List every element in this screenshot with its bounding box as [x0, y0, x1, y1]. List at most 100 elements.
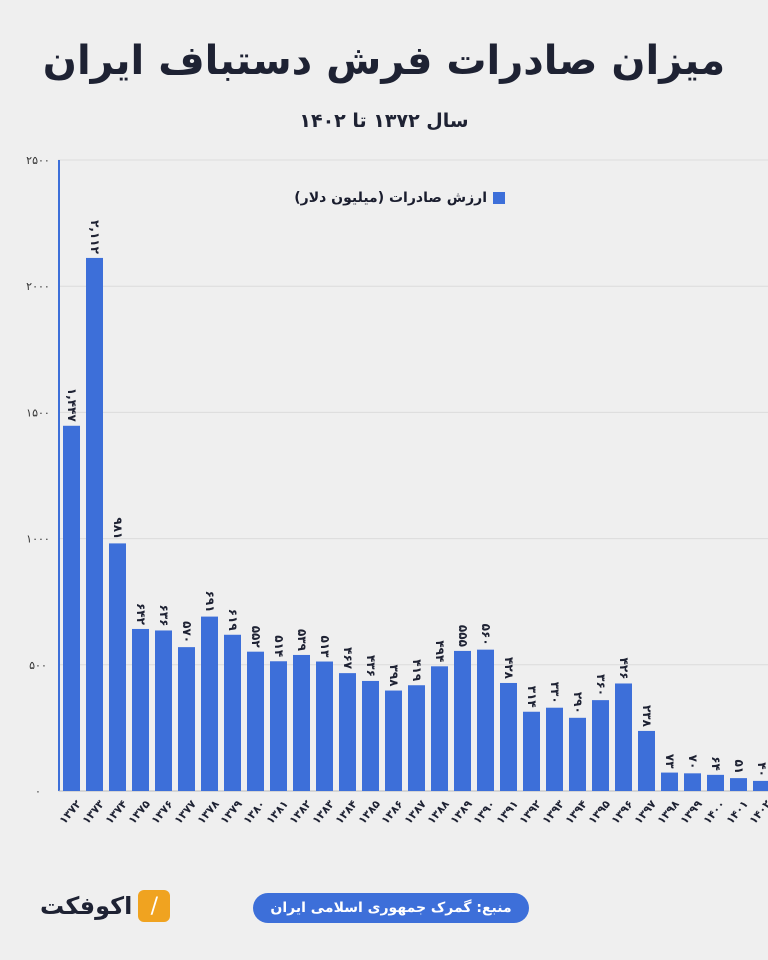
- data-label: ۴۳۶: [364, 655, 378, 677]
- x-tick-label: ۱۳۷۸: [195, 797, 222, 826]
- bar: [362, 680, 379, 791]
- bar: [109, 543, 126, 791]
- bar: [707, 774, 724, 791]
- bar: [201, 616, 218, 791]
- bar: [500, 682, 517, 791]
- data-label: ۶۴۲: [134, 603, 148, 626]
- x-tick-label: ۱۴۰۱: [724, 798, 751, 827]
- x-tick-label: ۱۳۸۶: [379, 798, 406, 827]
- bar: [730, 778, 747, 791]
- bar: [270, 661, 287, 791]
- x-tick-label: ۱۳۹۵: [586, 797, 613, 826]
- x-tick-label: ۱۳۹۳: [540, 797, 567, 826]
- x-tick-label: ۱۳۸۹: [448, 797, 475, 826]
- data-label: ۳۱۴: [525, 686, 539, 708]
- x-tick-label: ۱۳۸۴: [333, 797, 360, 826]
- bar: [316, 661, 333, 791]
- data-label: ۵۱۴: [272, 635, 286, 657]
- bar: [684, 773, 701, 791]
- data-label: ۲۹۰: [571, 692, 585, 714]
- data-label: ۵۵۲: [249, 626, 263, 649]
- x-tick-label: ۱۳۷۴: [103, 797, 130, 826]
- bar: [523, 711, 540, 791]
- logo: اکوفکت /: [40, 890, 171, 922]
- data-label: ۵۱: [732, 759, 746, 774]
- logo-text: اکوفکت: [40, 892, 133, 920]
- x-tick-label: ۱۳۸۲: [287, 797, 314, 826]
- bar: [178, 647, 195, 791]
- legend-label: ارزش صادرات (میلیون دلار): [294, 190, 487, 206]
- bar: [339, 673, 356, 791]
- bar: [615, 683, 632, 791]
- data-label: ۹۸۱: [111, 517, 125, 539]
- data-label: ۶۱۹: [226, 609, 240, 632]
- y-tick-label: ۰: [35, 785, 41, 798]
- data-label: ۴۶۷: [341, 647, 355, 670]
- bar: [63, 425, 80, 791]
- x-tick-label: ۱۳۹۶: [609, 798, 636, 827]
- bar: [224, 634, 241, 791]
- data-label: ۴۰: [755, 762, 768, 777]
- source-badge: منبع: گمرک جمهوری اسلامی ایران: [253, 893, 529, 923]
- bar: [661, 772, 678, 791]
- bar: [546, 707, 563, 791]
- bar: [638, 730, 655, 791]
- bar: [454, 650, 471, 791]
- data-label: ۳۳۰: [548, 682, 562, 704]
- data-label: ۵۳۹: [295, 629, 309, 652]
- data-label: ۴۲۶: [617, 657, 631, 679]
- y-tick-label: ۱۰۰۰: [26, 533, 50, 546]
- bar: [431, 666, 448, 791]
- data-label: ۳۶۰: [594, 674, 608, 696]
- bar: [86, 257, 103, 791]
- x-tick-label: ۱۴۰۰: [701, 798, 728, 827]
- data-label: ۶۳۶: [157, 604, 171, 626]
- x-tick-label: ۱۳۹۲: [517, 797, 544, 826]
- data-label: ۷۰: [686, 755, 700, 770]
- bar: [569, 717, 586, 791]
- x-tick-label: ۱۳۹۷: [632, 797, 659, 826]
- legend: ارزش صادرات (میلیون دلار): [265, 190, 505, 206]
- x-tick-label: ۱۳۷۵: [126, 797, 153, 826]
- y-tick-label: ۵۰۰: [29, 659, 47, 672]
- x-tick-label: ۱۳۷۳: [80, 797, 107, 826]
- bar: [592, 700, 609, 791]
- data-label: ۵۶۰: [479, 624, 493, 646]
- x-tick-label: ۱۳۹۹: [678, 797, 705, 826]
- x-tick-label: ۱۳۸۰: [241, 798, 268, 827]
- bar: [477, 649, 494, 791]
- data-label: ۶۹۱: [203, 591, 217, 613]
- y-tick-label: ۲۰۰۰: [26, 280, 50, 293]
- x-tick-label: ۱۳۷۶: [149, 798, 176, 827]
- data-label: ۳۹۸: [387, 665, 401, 688]
- bar: [385, 690, 402, 791]
- legend-swatch: [493, 192, 505, 204]
- x-tick-label: ۱۳۹۴: [563, 797, 590, 826]
- bar-chart: ۰ ۵۰۰ ۱۰۰۰ ۱۵۰۰ ۲۰۰۰ ۲۵۰۰ ۱,۴۴۷ ۱۳۷۲ ۲,۱۱۲ ۱۳۷۳ ۹۸…: [26, 154, 768, 827]
- data-label: ۵۷۰: [180, 621, 194, 643]
- x-tick-label: ۱۳۷۹: [218, 797, 245, 826]
- x-tick-label: ۱۳۹۰: [471, 798, 498, 827]
- data-label: ۴۱۹: [410, 659, 424, 682]
- x-tick-label: ۱۳۷۷: [172, 797, 199, 826]
- x-tick-label: ۱۳۷۲: [57, 797, 84, 826]
- data-label: ۵۵۵: [456, 625, 470, 647]
- x-tick-label: ۱۳۸۷: [402, 797, 429, 826]
- data-label: ۵۱۳: [318, 636, 332, 659]
- bar: [155, 630, 172, 791]
- data-label: ۶۴: [709, 756, 723, 771]
- bar: [293, 654, 310, 791]
- x-tick-label: ۱۳۹۱: [494, 798, 521, 827]
- data-label: ۴۲۸: [502, 657, 516, 680]
- data-label: ۱,۴۴۷: [65, 388, 79, 423]
- data-label: ۲,۱۱۲: [88, 220, 102, 255]
- x-tick-label: ۱۳۸۸: [425, 797, 452, 826]
- x-tick-label: ۱۳۸۱: [264, 798, 291, 827]
- y-tick-label: ۲۵۰۰: [26, 154, 50, 167]
- bar: [247, 651, 264, 791]
- y-tick-label: ۱۵۰۰: [26, 406, 50, 419]
- x-tick-label: ۱۴۰۲: [747, 797, 768, 826]
- bar: [753, 780, 768, 791]
- data-label: ۷۳: [663, 754, 677, 769]
- data-label: ۴۹۴: [433, 640, 447, 662]
